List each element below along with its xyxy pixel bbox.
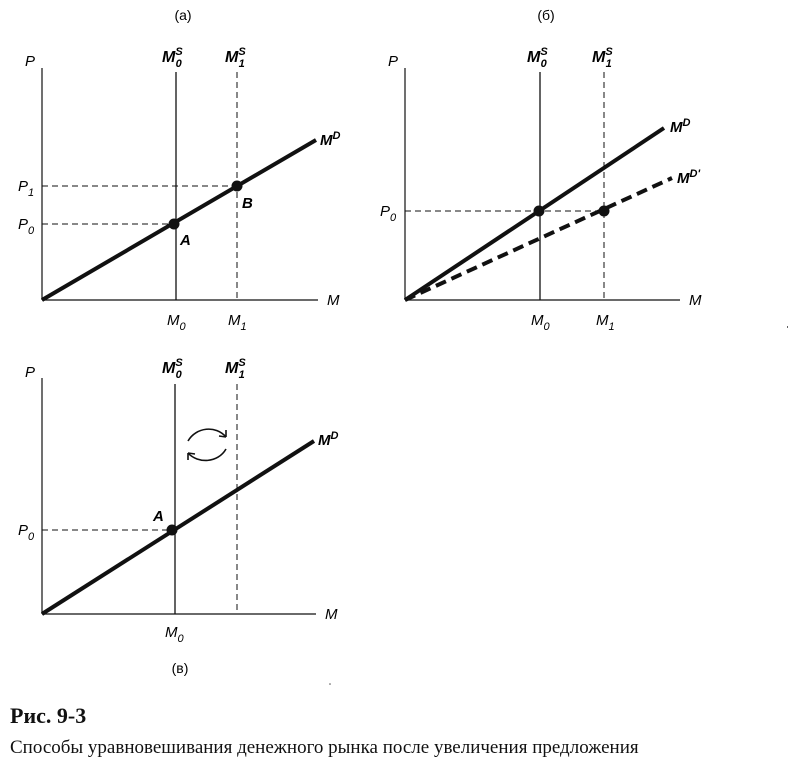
panel-a-tick-m0: M0 <box>167 312 187 333</box>
panel-a-axis-p: P <box>25 53 35 70</box>
panel-b-tick-p0: P0 <box>380 203 397 224</box>
panel-c: P M A MS 0 MS 1 MD M0 P0 (в) <box>18 357 339 676</box>
panel-a-tick-p1: P1 <box>18 178 34 199</box>
panel-b-point-new <box>598 205 610 217</box>
panel-c-supply-label-m1s: MS 1 <box>225 357 246 381</box>
panel-a-demand-curve <box>40 138 318 302</box>
panel-c-demand-curve <box>40 439 316 616</box>
panel-a-demand-label: MD <box>320 130 341 149</box>
panel-c-axis-m: M <box>325 606 338 623</box>
panel-c-tick-m0: M0 <box>165 624 185 645</box>
panel-b-axis-p: P <box>388 53 398 70</box>
panel-a-point-b <box>231 180 243 192</box>
panel-a-tick-p0: P0 <box>18 216 35 237</box>
panel-b-axis-m: M <box>689 292 702 309</box>
panel-b-demand-label: MD <box>670 117 691 136</box>
panel-c-supply-label-m0s: MS 0 <box>162 357 183 381</box>
panel-a-point-a-label: A <box>179 232 191 249</box>
panel-b-point-old <box>533 205 545 217</box>
figure-number: Рис. 9-3 <box>10 703 87 728</box>
panel-c-axis-p: P <box>25 364 35 381</box>
panel-a-tick-m1: M1 <box>228 312 247 333</box>
panel-b-tick-m1: M1 <box>596 312 615 333</box>
panel-b-tick-m0: M0 <box>531 312 551 333</box>
cycle-arrows-icon <box>187 428 227 462</box>
panel-c-demand-label: MD <box>318 430 339 449</box>
panel-c-label: (в) <box>172 660 189 676</box>
figure-caption: Способы уравновешивания денежного рынка … <box>10 737 639 758</box>
panel-b-supply-label-m1s: MS 1 <box>592 46 613 70</box>
panel-a: (а) P M A B MS 0 MS 1 MD M0 M1 P0 P1 <box>18 7 341 333</box>
panel-c-point-a <box>166 524 178 536</box>
panel-b-demand-curve-new <box>404 176 673 302</box>
panel-c-point-a-label: A <box>152 508 164 525</box>
panel-b-label: (б) <box>537 7 554 23</box>
panel-a-supply-label-m1s: MS 1 <box>225 46 246 70</box>
panel-b: (б) P M MS 0 MS 1 MD MD' M0 M1 P0 <box>380 7 702 333</box>
panel-c-tick-p0: P0 <box>18 522 35 543</box>
panel-a-label: (а) <box>174 7 191 23</box>
panel-a-axis-m: M <box>327 292 340 309</box>
scan-speck-2 <box>329 683 331 685</box>
panel-b-demand-new-label: MD' <box>677 168 700 187</box>
panel-a-point-b-label: B <box>242 195 253 212</box>
panel-a-point-a <box>168 218 180 230</box>
money-market-figure: (а) P M A B MS 0 MS 1 MD M0 M1 P0 P1 (б) <box>18 7 788 685</box>
panel-a-supply-label-m0s: MS 0 <box>162 46 183 70</box>
panel-b-supply-label-m0s: MS 0 <box>527 46 548 70</box>
